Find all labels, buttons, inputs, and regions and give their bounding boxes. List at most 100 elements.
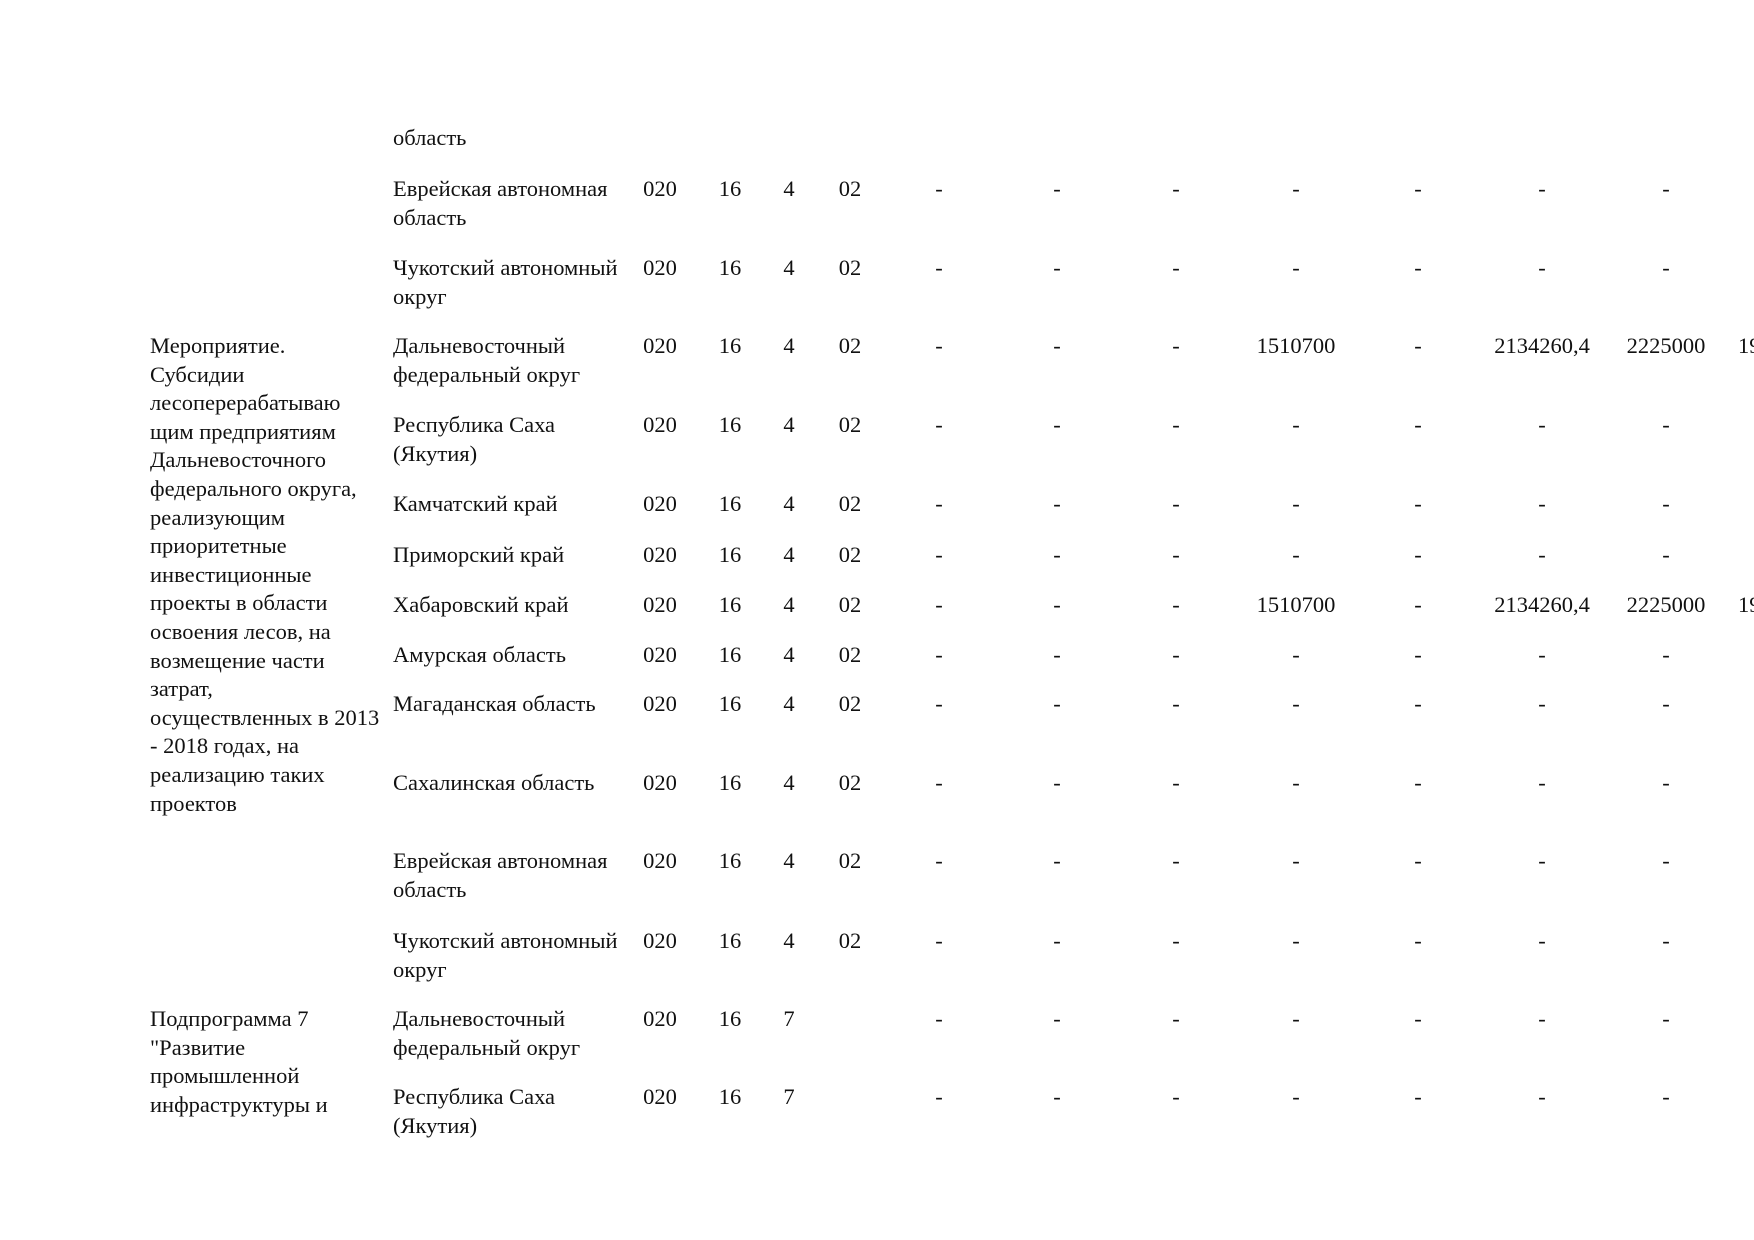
budget-code: 16	[718, 412, 742, 437]
budget-code: 7	[783, 1084, 795, 1109]
value-cell: -	[1414, 542, 1422, 567]
budget-code: 020	[643, 928, 677, 953]
budget-code: 4	[783, 255, 795, 280]
value-cell: -	[1538, 255, 1546, 280]
value-cell: -	[1414, 333, 1422, 358]
value-cell: -	[935, 176, 943, 201]
value-cell: -	[1662, 691, 1670, 716]
value-cell: -	[1538, 928, 1546, 953]
value-cell: -	[1292, 770, 1300, 795]
budget-code: 020	[643, 592, 677, 617]
measure-description: Подпрограмма 7 "Развитие промышленной ин…	[150, 1006, 328, 1117]
budget-code: 020	[643, 1006, 677, 1031]
value-cell: -	[1662, 1084, 1670, 1109]
budget-code: 16	[718, 928, 742, 953]
value-cell: -	[1053, 412, 1061, 437]
region-name: Камчатский край	[393, 491, 558, 516]
value-cell: -	[1538, 491, 1546, 516]
budget-code: 02	[838, 770, 862, 795]
region-name: Дальневосточный федеральный округ	[393, 333, 581, 387]
budget-code: 4	[783, 691, 795, 716]
value-cell: -	[935, 412, 943, 437]
value-cell: -	[1053, 770, 1061, 795]
region-name: Сахалинская область	[393, 770, 595, 795]
budget-code: 16	[718, 691, 742, 716]
value-cell: -	[935, 1084, 943, 1109]
value-cell: -	[1538, 176, 1546, 201]
region-name: Приморский край	[393, 542, 565, 567]
value-cell: -	[1538, 691, 1546, 716]
measure-description: Мероприятие. Субсидии лесоперерабатываю …	[150, 333, 380, 816]
budget-code: 02	[838, 333, 862, 358]
value-cell: -	[1292, 255, 1300, 280]
value-cell: -	[1662, 176, 1670, 201]
value-cell: -	[1172, 255, 1180, 280]
value-cell: -	[1053, 491, 1061, 516]
region-name: Хабаровский край	[393, 592, 569, 617]
value-cell: -	[1172, 770, 1180, 795]
value-cell: 1510700	[1256, 333, 1336, 358]
value-cell: -	[1172, 412, 1180, 437]
value-cell: 2134260,4	[1494, 592, 1590, 617]
value-cell: -	[1414, 592, 1422, 617]
value-cell: -	[1414, 176, 1422, 201]
value-cell: -	[1662, 255, 1670, 280]
budget-code: 020	[643, 770, 677, 795]
budget-code: 020	[643, 848, 677, 873]
budget-code: 7	[783, 1006, 795, 1031]
budget-code: 02	[838, 491, 862, 516]
value-cell: -	[1292, 848, 1300, 873]
budget-code: 16	[718, 1006, 742, 1031]
budget-code: 02	[838, 642, 862, 667]
value-cell: -	[1053, 333, 1061, 358]
region-name: Еврейская автономная область	[393, 176, 608, 230]
value-cell: -	[935, 542, 943, 567]
value-cell: -	[1292, 1006, 1300, 1031]
budget-code: 02	[838, 176, 862, 201]
budget-code: 4	[783, 642, 795, 667]
value-cell: -	[1414, 642, 1422, 667]
budget-code: 4	[783, 333, 795, 358]
value-cell: -	[1292, 642, 1300, 667]
value-cell: -	[1662, 848, 1670, 873]
value-cell: -	[1172, 333, 1180, 358]
budget-code: 4	[783, 848, 795, 873]
value-cell: -	[1662, 928, 1670, 953]
value-cell: -	[1172, 592, 1180, 617]
region-name: Чукотский автономный округ	[393, 928, 618, 982]
region-name: область	[393, 125, 467, 150]
value-cell: -	[1292, 176, 1300, 201]
value-cell: -	[1414, 491, 1422, 516]
budget-code: 02	[838, 255, 862, 280]
value-cell: 2134260,4	[1494, 333, 1590, 358]
value-cell: -	[1662, 642, 1670, 667]
budget-code: 4	[783, 491, 795, 516]
value-cell-truncated: 19	[1738, 592, 1754, 617]
value-cell: -	[1414, 1084, 1422, 1109]
value-cell: -	[1292, 491, 1300, 516]
budget-code: 020	[643, 1084, 677, 1109]
value-cell: -	[1538, 542, 1546, 567]
value-cell: -	[1414, 770, 1422, 795]
budget-code: 16	[718, 542, 742, 567]
region-name: Республика Саха (Якутия)	[393, 1084, 556, 1138]
value-cell: -	[1292, 1084, 1300, 1109]
value-cell: -	[1053, 848, 1061, 873]
budget-code: 02	[838, 691, 862, 716]
budget-code: 16	[718, 592, 742, 617]
budget-code: 020	[643, 691, 677, 716]
budget-code: 4	[783, 176, 795, 201]
value-cell: -	[1662, 1006, 1670, 1031]
value-cell: -	[1538, 770, 1546, 795]
budget-code: 16	[718, 176, 742, 201]
region-name: Дальневосточный федеральный округ	[393, 1006, 581, 1060]
value-cell: -	[1414, 412, 1422, 437]
value-cell: -	[1414, 1006, 1422, 1031]
value-cell: -	[935, 1006, 943, 1031]
value-cell: -	[935, 642, 943, 667]
region-name: Чукотский автономный округ	[393, 255, 618, 309]
value-cell: -	[1172, 176, 1180, 201]
value-cell: -	[1414, 255, 1422, 280]
value-cell: -	[935, 848, 943, 873]
budget-code: 4	[783, 770, 795, 795]
